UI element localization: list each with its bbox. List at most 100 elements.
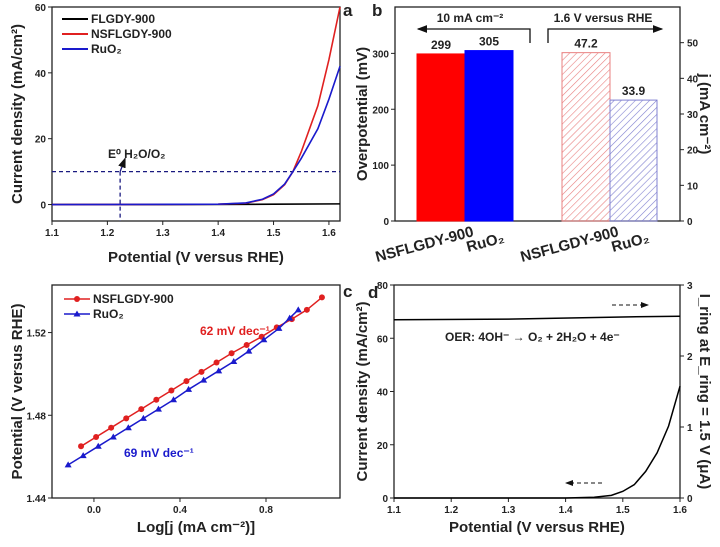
y-tick-label: 1.44 [27,494,47,505]
legend-label: FLGDY-900 [91,12,155,26]
bar [561,52,611,222]
panel-label: b [372,1,382,20]
bar-value-label: 33.9 [622,84,646,98]
y-tick-label: 40 [35,69,47,80]
data-point [78,443,85,450]
data-point [294,306,302,313]
group-arrow-right [547,25,664,43]
x-tick-label: 1.4 [559,505,573,516]
x-tick-label: 0.8 [259,505,273,516]
panel-label: a [343,1,353,20]
legend-label: NSFLGDY-900 [93,292,174,306]
y-tick-label: 300 [372,49,389,60]
data-point [109,433,117,440]
slope-label: 62 mV dec⁻¹ [200,324,270,338]
data-point [168,387,175,394]
legend-label: RuO₂ [93,307,124,321]
data-point [318,294,325,301]
data-point [139,414,147,421]
panel-label: c [343,282,352,301]
y-axis-label: Current density (mA/cm²) [9,24,26,204]
plot-frame-a [51,6,341,222]
annotation-arrow [118,157,126,172]
data-point [198,368,205,375]
y-axis-label-right: I_ring at E_ring = 1.5 V (μA) [696,294,713,489]
x-tick-label: 1.1 [387,505,401,516]
y-tick-label: 40 [687,74,699,85]
data-point [228,350,235,357]
x-tick-label: 1.1 [45,228,59,239]
y-axis-label-right: j (mA cm⁻²) [696,73,713,155]
bar [609,99,658,222]
data-point [124,424,132,431]
group-label: 1.6 V versus RHE [554,11,653,25]
x-axis-label: Potential (V versus RHE) [108,249,284,266]
y-tick-label: 30 [687,110,699,121]
y-axis-label: Overpotential (mV) [354,47,371,181]
y-tick-label: 10 [687,181,699,192]
data-point [64,461,72,468]
annotation-label: E⁰ H₂O/O₂ [108,147,165,161]
y-tick-label: 100 [372,161,389,172]
data-point [275,324,283,331]
x-tick-label: 1.6 [322,228,336,239]
bar-value-label: 305 [479,35,499,49]
legend-label: RuO₂ [91,42,122,56]
slope-label: 69 mV dec⁻¹ [124,446,194,460]
group-arrow-left [416,25,531,43]
y-tick-label: 1.48 [27,411,47,422]
x-tick-label: 1.2 [444,505,458,516]
data-point [108,424,115,431]
bar [416,53,466,222]
legend-marker [73,310,81,317]
x-category-label: NSFLGDY-900 [519,223,621,266]
data-point [303,306,310,313]
data-point [185,385,193,392]
x-tick-label: 1.5 [267,228,281,239]
bar-value-label: 47.2 [574,37,598,51]
legend-marker [74,296,80,302]
data-point [230,358,238,365]
y-tick-label: 20 [377,441,389,452]
y-tick-label: 80 [377,281,389,292]
data-point [138,406,145,413]
x-tick-label: 1.5 [616,505,630,516]
ring-current-line [393,315,681,321]
x-tick-label: 1.6 [673,505,687,516]
x-category-label: NSFLGDY-900 [374,223,476,266]
x-axis-label: Log[j (mA cm⁻²)] [137,519,255,536]
data-point [153,396,160,403]
y-tick-label: 1 [687,423,693,434]
data-point [243,341,250,348]
y-axis-label: Current density (mA/cm²) [354,301,371,481]
y-tick-label: 3 [687,281,693,292]
y-tick-label: 20 [35,135,47,146]
y-tick-label: 2 [687,352,693,363]
data-point [215,367,223,374]
y-tick-label: 40 [377,388,389,399]
series-line-2 [51,66,341,206]
data-point [286,314,294,321]
data-point [93,433,100,440]
y-tick-label: 60 [35,3,47,14]
x-tick-label: 1.4 [211,228,225,239]
x-tick-label: 0.0 [87,505,101,516]
annotation-label: OER: 4OH⁻ → O₂ + 2H₂O + 4e⁻ [445,330,620,344]
y-tick-label: 0 [687,217,693,228]
data-point [94,442,102,449]
data-point [245,347,253,354]
y-tick-label: 0 [40,201,46,212]
x-tick-label: 0.4 [173,505,187,516]
data-point [170,396,178,403]
panel-label: d [368,283,378,302]
data-point [200,376,208,383]
y-tick-label: 0 [687,494,693,505]
plot-frame-c [51,284,341,499]
y-tick-label: 1.52 [27,329,47,340]
y-tick-label: 50 [687,39,699,50]
legend-label: NSFLGDY-900 [91,27,172,41]
data-point [154,405,162,412]
data-point [123,415,130,422]
y-tick-label: 0 [382,494,388,505]
x-tick-label: 1.2 [100,228,114,239]
